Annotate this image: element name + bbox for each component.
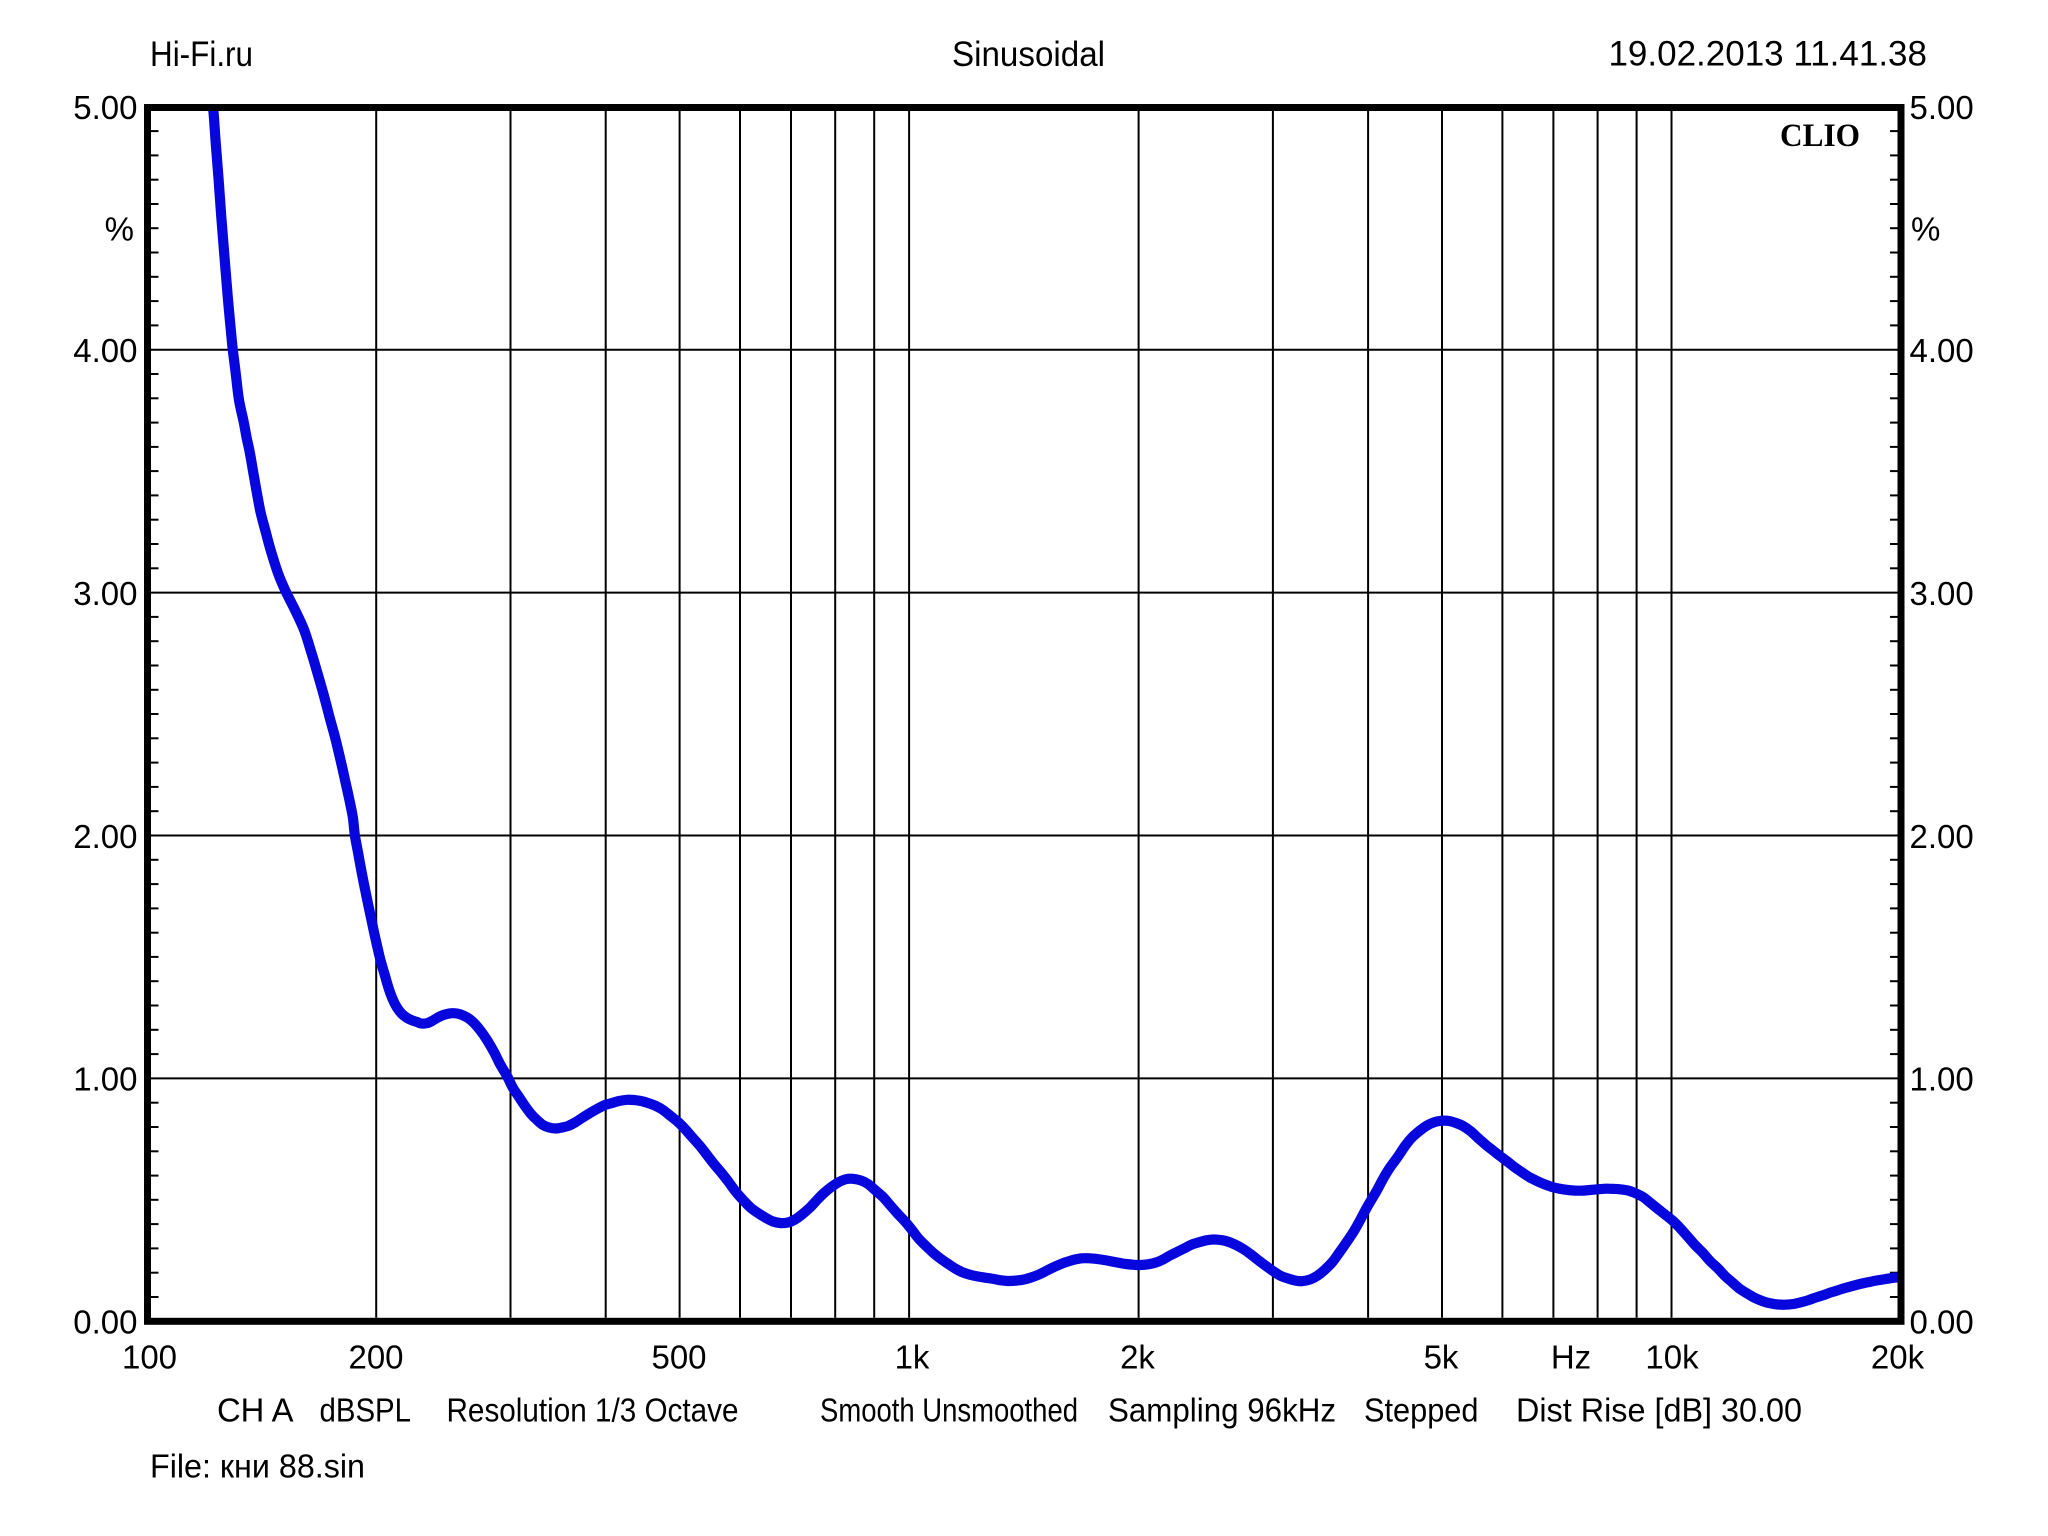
- svg-text:CLIO: CLIO: [1780, 118, 1860, 154]
- svg-text:File: кни 88.sin: File: кни 88.sin: [150, 1448, 365, 1485]
- svg-text:Sampling 96kHz: Sampling 96kHz: [1108, 1392, 1336, 1429]
- svg-text:500: 500: [651, 1339, 706, 1376]
- svg-text:4.00: 4.00: [1910, 332, 1974, 369]
- svg-text:%: %: [1911, 211, 1940, 248]
- svg-text:100: 100: [122, 1339, 177, 1376]
- svg-text:3.00: 3.00: [1910, 575, 1974, 612]
- svg-text:Resolution 1/3 Octave: Resolution 1/3 Octave: [447, 1392, 739, 1429]
- svg-text:5k: 5k: [1424, 1339, 1459, 1376]
- svg-text:5.00: 5.00: [1910, 89, 1974, 126]
- svg-text:Dist Rise [dB] 30.00: Dist Rise [dB] 30.00: [1516, 1392, 1802, 1429]
- svg-text:1.00: 1.00: [1910, 1061, 1974, 1098]
- svg-text:4.00: 4.00: [73, 332, 137, 369]
- svg-text:Stepped: Stepped: [1364, 1392, 1479, 1429]
- svg-text:Sinusoidal: Sinusoidal: [952, 35, 1105, 74]
- svg-text:2.00: 2.00: [1910, 818, 1974, 855]
- svg-text:10k: 10k: [1645, 1339, 1699, 1376]
- svg-text:2.00: 2.00: [73, 818, 137, 855]
- svg-text:200: 200: [348, 1339, 403, 1376]
- svg-text:19.02.2013 11.41.38: 19.02.2013 11.41.38: [1608, 35, 1927, 74]
- svg-text:CH A: CH A: [217, 1392, 294, 1429]
- svg-text:20k: 20k: [1871, 1339, 1925, 1376]
- svg-text:dBSPL: dBSPL: [320, 1392, 412, 1429]
- svg-text:0.00: 0.00: [1910, 1304, 1974, 1341]
- svg-text:5.00: 5.00: [73, 89, 137, 126]
- svg-text:1k: 1k: [895, 1339, 930, 1376]
- svg-text:Hi-Fi.ru: Hi-Fi.ru: [150, 35, 253, 74]
- svg-text:2k: 2k: [1120, 1339, 1155, 1376]
- svg-text:1.00: 1.00: [73, 1061, 137, 1098]
- svg-text:0.00: 0.00: [73, 1304, 137, 1341]
- svg-text:Smooth Unsmoothed: Smooth Unsmoothed: [820, 1392, 1078, 1429]
- svg-text:Hz: Hz: [1551, 1339, 1591, 1376]
- svg-text:%: %: [105, 211, 134, 248]
- svg-text:3.00: 3.00: [73, 575, 137, 612]
